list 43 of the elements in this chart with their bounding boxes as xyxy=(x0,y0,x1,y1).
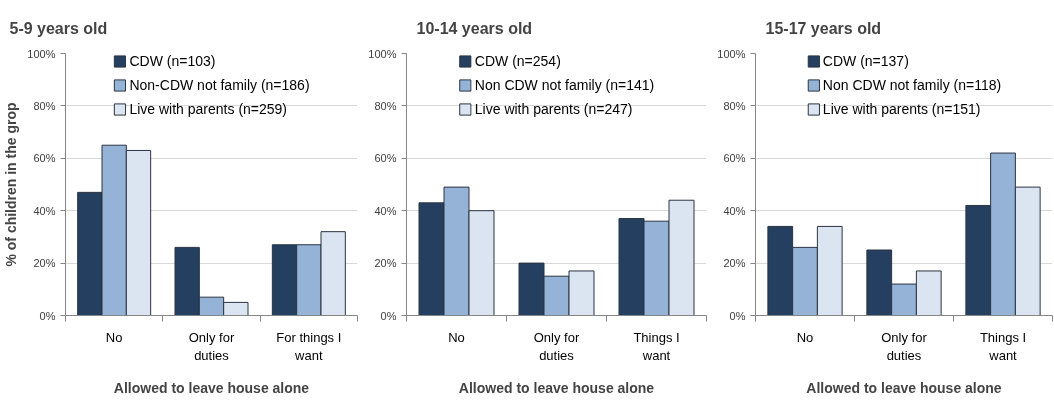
y-tick-label: 20% xyxy=(33,257,56,270)
y-tick-label: 80% xyxy=(723,99,746,112)
x-tick-label: Things I want xyxy=(633,329,680,363)
x-tick-label: No xyxy=(105,329,123,345)
x-tick-label: For things I want xyxy=(276,329,342,363)
legend-label: Non-CDW not family (n=186) xyxy=(129,77,310,93)
y-tick-label: 100% xyxy=(368,47,397,60)
x-tick-label: No xyxy=(448,329,465,345)
y-tick-label: 40% xyxy=(723,204,746,217)
legend-label: Non CDW not family (n=118) xyxy=(822,77,1002,93)
x-tick-label: Things I want xyxy=(979,329,1027,363)
x-axis-title: Allowed to leave house alone xyxy=(806,379,1002,396)
y-tick-label: 80% xyxy=(374,99,397,112)
y-tick-label: 0% xyxy=(39,309,56,322)
y-tick-label: 20% xyxy=(374,257,397,270)
y-tick-label: 40% xyxy=(33,204,56,217)
legend-label: Live with parents (n=259) xyxy=(129,101,288,117)
y-tick-label: 0% xyxy=(729,309,746,322)
y-tick-label: 60% xyxy=(374,152,397,165)
y-tick-label: 100% xyxy=(27,47,56,60)
legend-label: CDW (n=103) xyxy=(129,53,216,69)
y-tick-label: 60% xyxy=(33,152,56,165)
x-tick-label: No xyxy=(796,329,814,345)
chart-title: 5-9 years old xyxy=(9,19,108,37)
legend-label: CDW (n=137) xyxy=(822,53,909,69)
y-tick-label: 100% xyxy=(717,47,746,60)
x-axis-title: Allowed to leave house alone xyxy=(458,379,655,396)
legend-label: Live with parents (n=247) xyxy=(474,101,633,117)
y-axis-title: % of children in the grop xyxy=(3,102,20,267)
y-tick-label: 0% xyxy=(380,309,397,322)
y-tick-label: 60% xyxy=(723,152,746,165)
x-tick-label: Only for duties xyxy=(881,329,928,363)
legend-label: CDW (n=254) xyxy=(474,53,561,69)
legend-label: Non CDW not family (n=141) xyxy=(474,77,655,93)
y-tick-label: 40% xyxy=(374,204,397,217)
chart-title: 15-17 years old xyxy=(765,19,882,37)
chart-title: 10-14 years old xyxy=(416,19,533,37)
y-tick-label: 20% xyxy=(723,257,746,270)
legend-label: Live with parents (n=151) xyxy=(822,101,981,117)
x-axis-title: Allowed to leave house alone xyxy=(113,379,310,396)
y-tick-label: 80% xyxy=(33,99,56,112)
x-tick-label: Only for duties xyxy=(533,329,580,363)
x-tick-label: Only for duties xyxy=(188,329,235,363)
